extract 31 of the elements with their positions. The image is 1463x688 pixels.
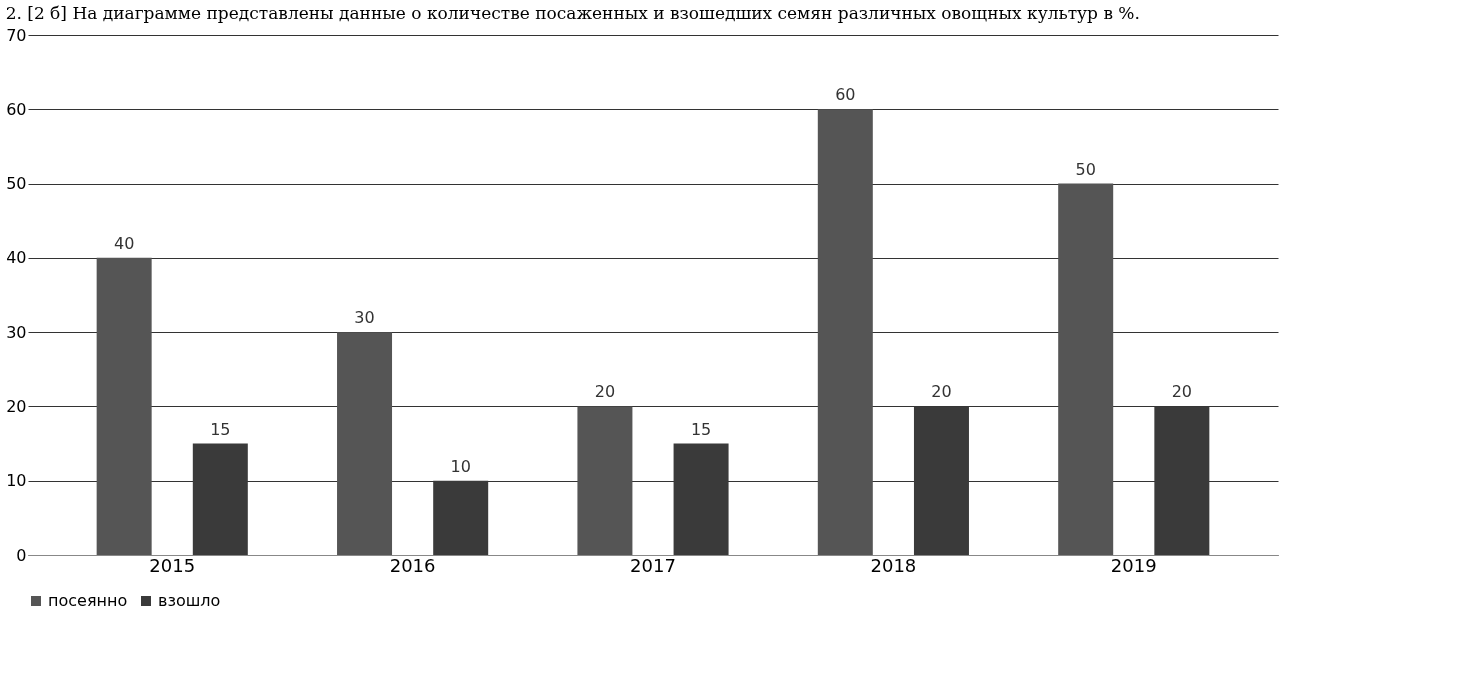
data-label: 20 <box>931 382 952 402</box>
data-label: 20 <box>594 382 616 402</box>
y-tick-label: 30 <box>6 322 27 342</box>
y-tick-label: 0 <box>16 545 27 565</box>
y-tick-label: 70 <box>6 25 27 45</box>
x-tick-label: 2015 <box>149 554 196 576</box>
x-tick-label: 2016 <box>389 554 436 576</box>
data-label: 30 <box>354 308 375 328</box>
data-label: 40 <box>113 233 135 253</box>
y-tick-label: 60 <box>6 99 27 119</box>
chart-title: 2. [2 б] На диаграмме представлены данные о количестве посаженных и взошедших семян различных овощных культур в %. <box>5 3 1140 23</box>
x-tick-label: 2017 <box>630 554 676 576</box>
bar <box>96 257 152 555</box>
bar <box>577 406 633 555</box>
data-label: 15 <box>210 419 231 439</box>
data-label: 60 <box>835 85 856 105</box>
legend-label: взошло <box>158 591 221 610</box>
y-tick-label: 50 <box>6 174 27 194</box>
y-tick-label: 20 <box>6 396 27 416</box>
bar <box>337 332 393 555</box>
x-tick-label: 2019 <box>1110 554 1157 576</box>
bar <box>817 109 873 555</box>
legend-label: посеянно <box>48 591 128 610</box>
y-tick-label: 40 <box>6 248 27 268</box>
y-tick-label: 10 <box>6 471 27 491</box>
x-tick-label: 2018 <box>870 554 917 576</box>
data-label: 10 <box>450 456 471 476</box>
data-label: 50 <box>1075 159 1096 179</box>
bar <box>1058 183 1114 555</box>
data-label: 20 <box>1171 382 1193 402</box>
data-label: 15 <box>690 419 712 439</box>
